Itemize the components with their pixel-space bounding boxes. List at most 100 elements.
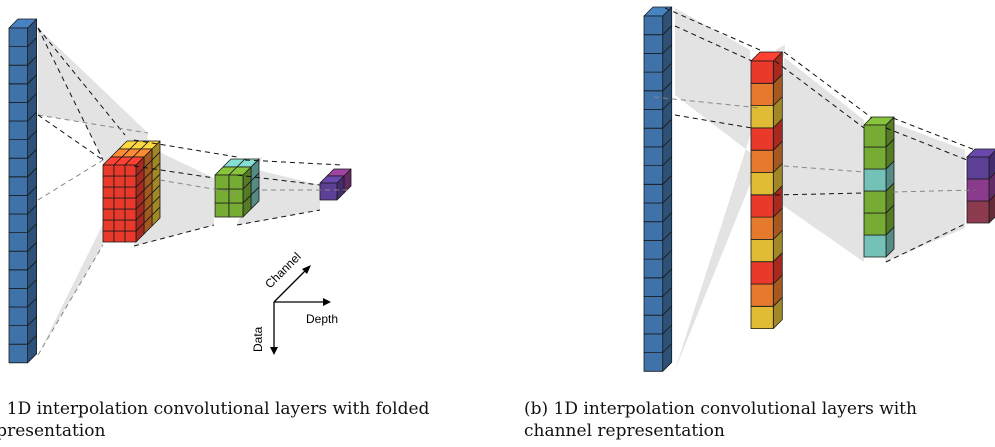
data-arrowhead — [270, 347, 278, 355]
cube — [643, 156, 673, 185]
cube-front-face — [750, 305, 774, 330]
cube-front-face — [8, 232, 29, 252]
cube-front-face — [643, 53, 664, 73]
cube — [750, 163, 783, 196]
caption-a-line1: (a) 1D interpolation convolutional layer… — [0, 399, 430, 419]
layer3-column-b — [966, 148, 995, 224]
cube-front-face — [8, 325, 29, 345]
cube-front-face — [102, 230, 115, 243]
channel-axis-arrow — [273, 267, 309, 303]
cube-front-face — [214, 202, 230, 218]
receptive-field-hulls — [38, 8, 965, 370]
cube-front-face — [8, 27, 29, 47]
cube-front-face — [863, 234, 887, 258]
cube — [8, 18, 37, 47]
cube-front-face — [8, 176, 29, 196]
cube-front-face — [643, 333, 664, 354]
cube — [750, 118, 783, 151]
cube-front-face — [643, 165, 664, 185]
cube-front-face — [214, 174, 230, 190]
cube-front-face — [228, 188, 244, 204]
dashed-connector — [37, 159, 104, 201]
cube-front-face — [113, 197, 126, 210]
channel-axis-label: Channel — [262, 250, 304, 292]
hull-b-1 — [675, 8, 760, 370]
cube-front-face — [124, 197, 137, 210]
cube-front-face — [228, 174, 244, 190]
cube — [750, 229, 783, 263]
dashed-connector — [159, 179, 238, 194]
dashed-connector — [892, 117, 976, 151]
cube-front-face — [643, 183, 664, 204]
cube — [750, 140, 783, 173]
receptive-field-dashed-lines — [37, 7, 976, 356]
cube — [319, 175, 345, 201]
cube-front-face — [319, 182, 338, 201]
cube-front-face — [863, 190, 887, 214]
depth-axis-label: Depth — [306, 312, 338, 326]
cube-front-face — [124, 208, 137, 221]
layer1-block-a — [102, 140, 161, 243]
cube-front-face — [8, 287, 29, 308]
cube-front-face — [966, 178, 990, 202]
cube-front-face — [643, 15, 664, 36]
cube-front-face — [643, 314, 664, 335]
caption-b-line2: channel representation — [524, 421, 725, 441]
dashed-connector — [236, 174, 321, 186]
hull-b-3 — [885, 118, 965, 262]
cube-front-face — [113, 230, 126, 243]
depth-arrowhead — [323, 298, 331, 306]
cube-front-face — [102, 164, 115, 177]
caption-b-line1: (b) 1D interpolation convolutional layer… — [524, 399, 917, 419]
dashed-connector — [774, 60, 865, 129]
cube-front-face — [750, 105, 774, 129]
cube-front-face — [113, 186, 126, 199]
dashed-connector — [133, 224, 215, 247]
cube-front-face — [643, 296, 664, 316]
cube-front-face — [8, 120, 29, 141]
cube-front-face — [8, 83, 29, 103]
cube — [643, 81, 673, 110]
cube-front-face — [102, 208, 115, 221]
cube — [863, 116, 895, 148]
cube-front-face — [643, 146, 664, 167]
cube — [966, 148, 995, 180]
cube — [750, 296, 783, 330]
cube-front-face — [124, 219, 137, 232]
cube-front-face — [124, 230, 137, 243]
cube-front-face — [102, 186, 115, 199]
cube-front-face — [113, 164, 126, 177]
cube — [750, 207, 783, 240]
dashed-connector — [783, 51, 873, 119]
dashed-connector — [783, 165, 865, 173]
cube-front-face — [750, 82, 774, 106]
cube-front-face — [113, 219, 126, 232]
cube-front-face — [113, 208, 126, 221]
cube-front-face — [750, 149, 774, 173]
cube-front-face — [966, 156, 990, 180]
cube — [124, 156, 145, 177]
cube-front-face — [8, 46, 29, 66]
cube-front-face — [750, 216, 774, 240]
cube — [8, 260, 37, 289]
cube-front-face — [8, 213, 29, 234]
dashed-connector — [37, 114, 104, 161]
dashed-connector — [244, 159, 343, 166]
cube-front-face — [863, 212, 887, 236]
cube-front-face — [750, 238, 774, 263]
cube-front-face — [750, 172, 774, 196]
cube-front-face — [124, 164, 137, 177]
cube-front-face — [863, 146, 887, 170]
cube-front-face — [102, 175, 115, 188]
dashed-connector — [892, 189, 976, 193]
channel-arrowhead — [302, 265, 311, 274]
cube-front-face — [643, 109, 664, 129]
dashed-connector — [885, 127, 968, 161]
cube-front-face — [643, 127, 664, 148]
hull-b-2 — [775, 45, 864, 262]
layer2-column-b — [863, 116, 895, 258]
cube-front-face — [8, 343, 29, 364]
cube-front-face — [228, 202, 244, 218]
layer2-block-a — [214, 158, 260, 218]
cube-front-face — [8, 64, 29, 85]
